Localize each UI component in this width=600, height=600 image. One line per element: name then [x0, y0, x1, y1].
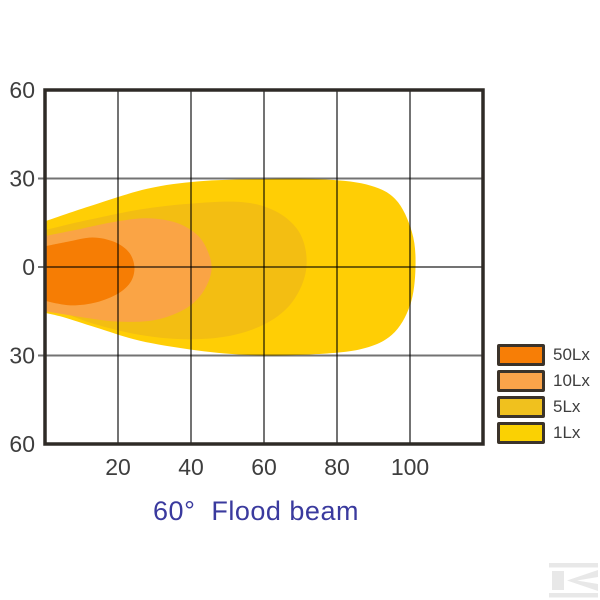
legend-swatch-50lx — [497, 343, 545, 366]
y-tick-label-60-4: 60 — [9, 431, 35, 457]
kramp-logo-watermark — [567, 570, 598, 591]
legend-label: 1Lx — [553, 423, 581, 442]
x-tick-label-80: 80 — [324, 454, 350, 480]
plot-frame — [43, 88, 485, 446]
chart-title: 60° Flood beam — [153, 496, 359, 526]
y-tick-label-30-3: 30 — [9, 343, 35, 369]
legend-swatch-10lx — [497, 369, 545, 392]
legend-label: 10Lx — [553, 371, 590, 390]
legend-swatch-1lx — [497, 421, 545, 444]
kramp-logo-watermark — [552, 571, 564, 590]
kramp-logo-watermark — [549, 563, 598, 568]
beam-region-50lx — [45, 237, 135, 306]
y-tick-label-30-1: 30 — [9, 166, 35, 192]
x-tick-label-20: 20 — [105, 454, 131, 480]
legend-item-1lx: 1Lx — [497, 421, 590, 444]
legend-swatch-5lx — [497, 395, 545, 418]
legend-label: 5Lx — [553, 397, 581, 416]
legend: 50Lx 10Lx 5Lx 1Lx — [497, 343, 590, 444]
x-tick-label-100: 100 — [391, 454, 429, 480]
kramp-logo-watermark — [549, 593, 598, 598]
legend-item-5lx: 5Lx — [497, 395, 590, 418]
x-tick-label-60: 60 — [251, 454, 277, 480]
legend-item-10lx: 10Lx — [497, 369, 590, 392]
y-tick-label-60-0: 60 — [9, 77, 35, 103]
x-tick-label-40: 40 — [178, 454, 204, 480]
legend-item-50lx: 50Lx — [497, 343, 590, 366]
legend-label: 50Lx — [553, 345, 590, 364]
y-tick-label-0-2: 0 — [22, 254, 35, 280]
